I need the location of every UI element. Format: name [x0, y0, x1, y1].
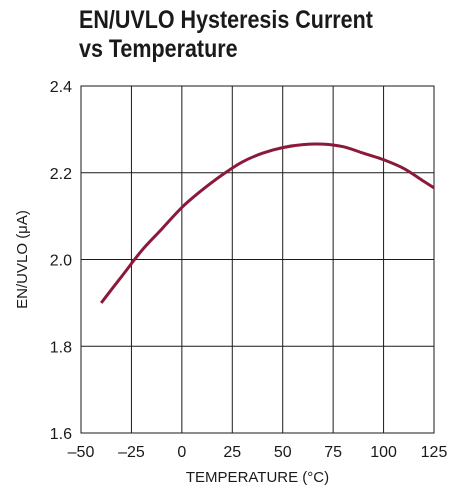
series-line	[100, 142, 435, 304]
y-tick-labels: 1.6 1.8 2.0 2.2 2.4	[50, 79, 72, 443]
x-tick-label: 75	[324, 444, 342, 461]
y-tick-label: 2.0	[50, 253, 72, 270]
x-tick-label: 25	[223, 444, 241, 461]
x-tick-labels: –50 –25 0 25 50 75 100 125	[68, 444, 448, 461]
x-tick-label: –50	[68, 444, 95, 461]
x-tick-label: –25	[118, 444, 145, 461]
x-tick-label: 0	[177, 444, 186, 461]
x-tick-label: 125	[421, 444, 448, 461]
y-axis-label: EN/UVLO (μA)	[14, 210, 31, 309]
y-tick-label: 1.8	[50, 339, 72, 356]
plot-frame	[80, 85, 435, 434]
x-tick-label: 50	[274, 444, 292, 461]
chart-title-line-1: EN/UVLO Hysteresis Current	[79, 6, 373, 34]
y-tick-label: 2.4	[50, 79, 72, 96]
y-tick-label: 1.6	[50, 426, 72, 443]
x-tick-label: 100	[370, 444, 397, 461]
series-layer	[100, 142, 435, 304]
chart-title-line-2: vs Temperature	[79, 35, 238, 63]
y-tick-label: 2.2	[50, 166, 72, 183]
chart-title: EN/UVLO Hysteresis Current vs Temperatur…	[79, 6, 373, 64]
x-axis-label: TEMPERATURE (°C)	[186, 469, 329, 486]
